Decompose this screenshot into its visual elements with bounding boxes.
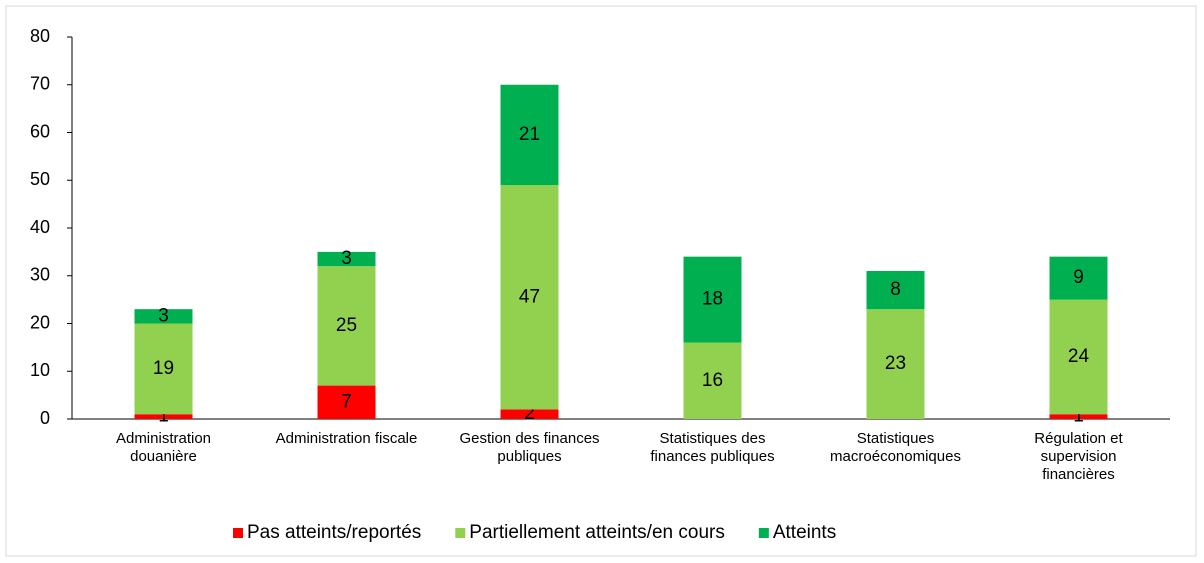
bar-segment [500, 409, 559, 419]
data-label: 21 [519, 124, 540, 145]
bar-segment [500, 185, 559, 410]
chart-frame [5, 5, 1197, 557]
y-tick-label: 10 [30, 360, 50, 380]
data-label: 18 [702, 289, 723, 310]
x-tick-label: Régulation et supervision financières [1034, 430, 1123, 483]
data-label: 9 [1073, 267, 1084, 288]
bar-segment [866, 270, 925, 310]
bar-segment [134, 309, 193, 324]
bar-segment [1049, 256, 1108, 300]
data-label: 25 [336, 315, 357, 336]
bar-segment [683, 256, 742, 343]
bar-segment [317, 385, 376, 419]
data-label: 1 [1073, 406, 1084, 427]
data-label: 7 [341, 391, 352, 412]
bar-segment [1049, 299, 1108, 415]
bar-segment [500, 84, 559, 186]
data-label: 3 [158, 305, 169, 326]
data-label: 23 [885, 353, 906, 374]
x-tick-label: Gestion des finances publiques [459, 430, 599, 465]
y-tick-label: 0 [40, 408, 50, 428]
bar-segment [866, 309, 925, 419]
data-label: 16 [702, 370, 723, 391]
bar-segment [683, 342, 742, 419]
data-label: 24 [1068, 346, 1090, 367]
x-tick-label: Administration fiscale [276, 430, 418, 447]
data-label: 8 [890, 279, 901, 300]
y-tick-label: 20 [30, 312, 50, 332]
bar-segment [317, 251, 376, 267]
data-label: 1 [158, 406, 169, 427]
data-label: 47 [519, 286, 540, 307]
x-tick-label: Administration douanière [116, 430, 211, 465]
bar-segment [134, 414, 193, 419]
y-tick-label: 70 [30, 74, 50, 94]
y-tick-label: 50 [30, 169, 50, 189]
bar-segment [317, 266, 376, 386]
legend-label: Partiellement atteints/en cours [469, 522, 725, 543]
legend-swatch [455, 528, 466, 538]
legend-label: Atteints [773, 522, 836, 543]
data-label: 2 [524, 403, 535, 424]
x-tick-label: Statistiques des finances publiques [650, 430, 774, 465]
y-tick-label: 80 [30, 26, 50, 46]
legend-swatch [758, 528, 769, 538]
bar-segment [1049, 414, 1108, 419]
x-tick-label: Statistiques macroéconomiques [830, 430, 961, 465]
legend-label: Pas atteints/reportés [247, 522, 421, 543]
data-label: 3 [341, 248, 352, 269]
bar-segment [134, 323, 193, 415]
y-tick-label: 60 [30, 121, 50, 141]
y-tick-label: 40 [30, 217, 50, 237]
legend-swatch [233, 528, 243, 538]
data-label: 19 [153, 358, 174, 379]
y-tick-label: 30 [30, 265, 50, 285]
